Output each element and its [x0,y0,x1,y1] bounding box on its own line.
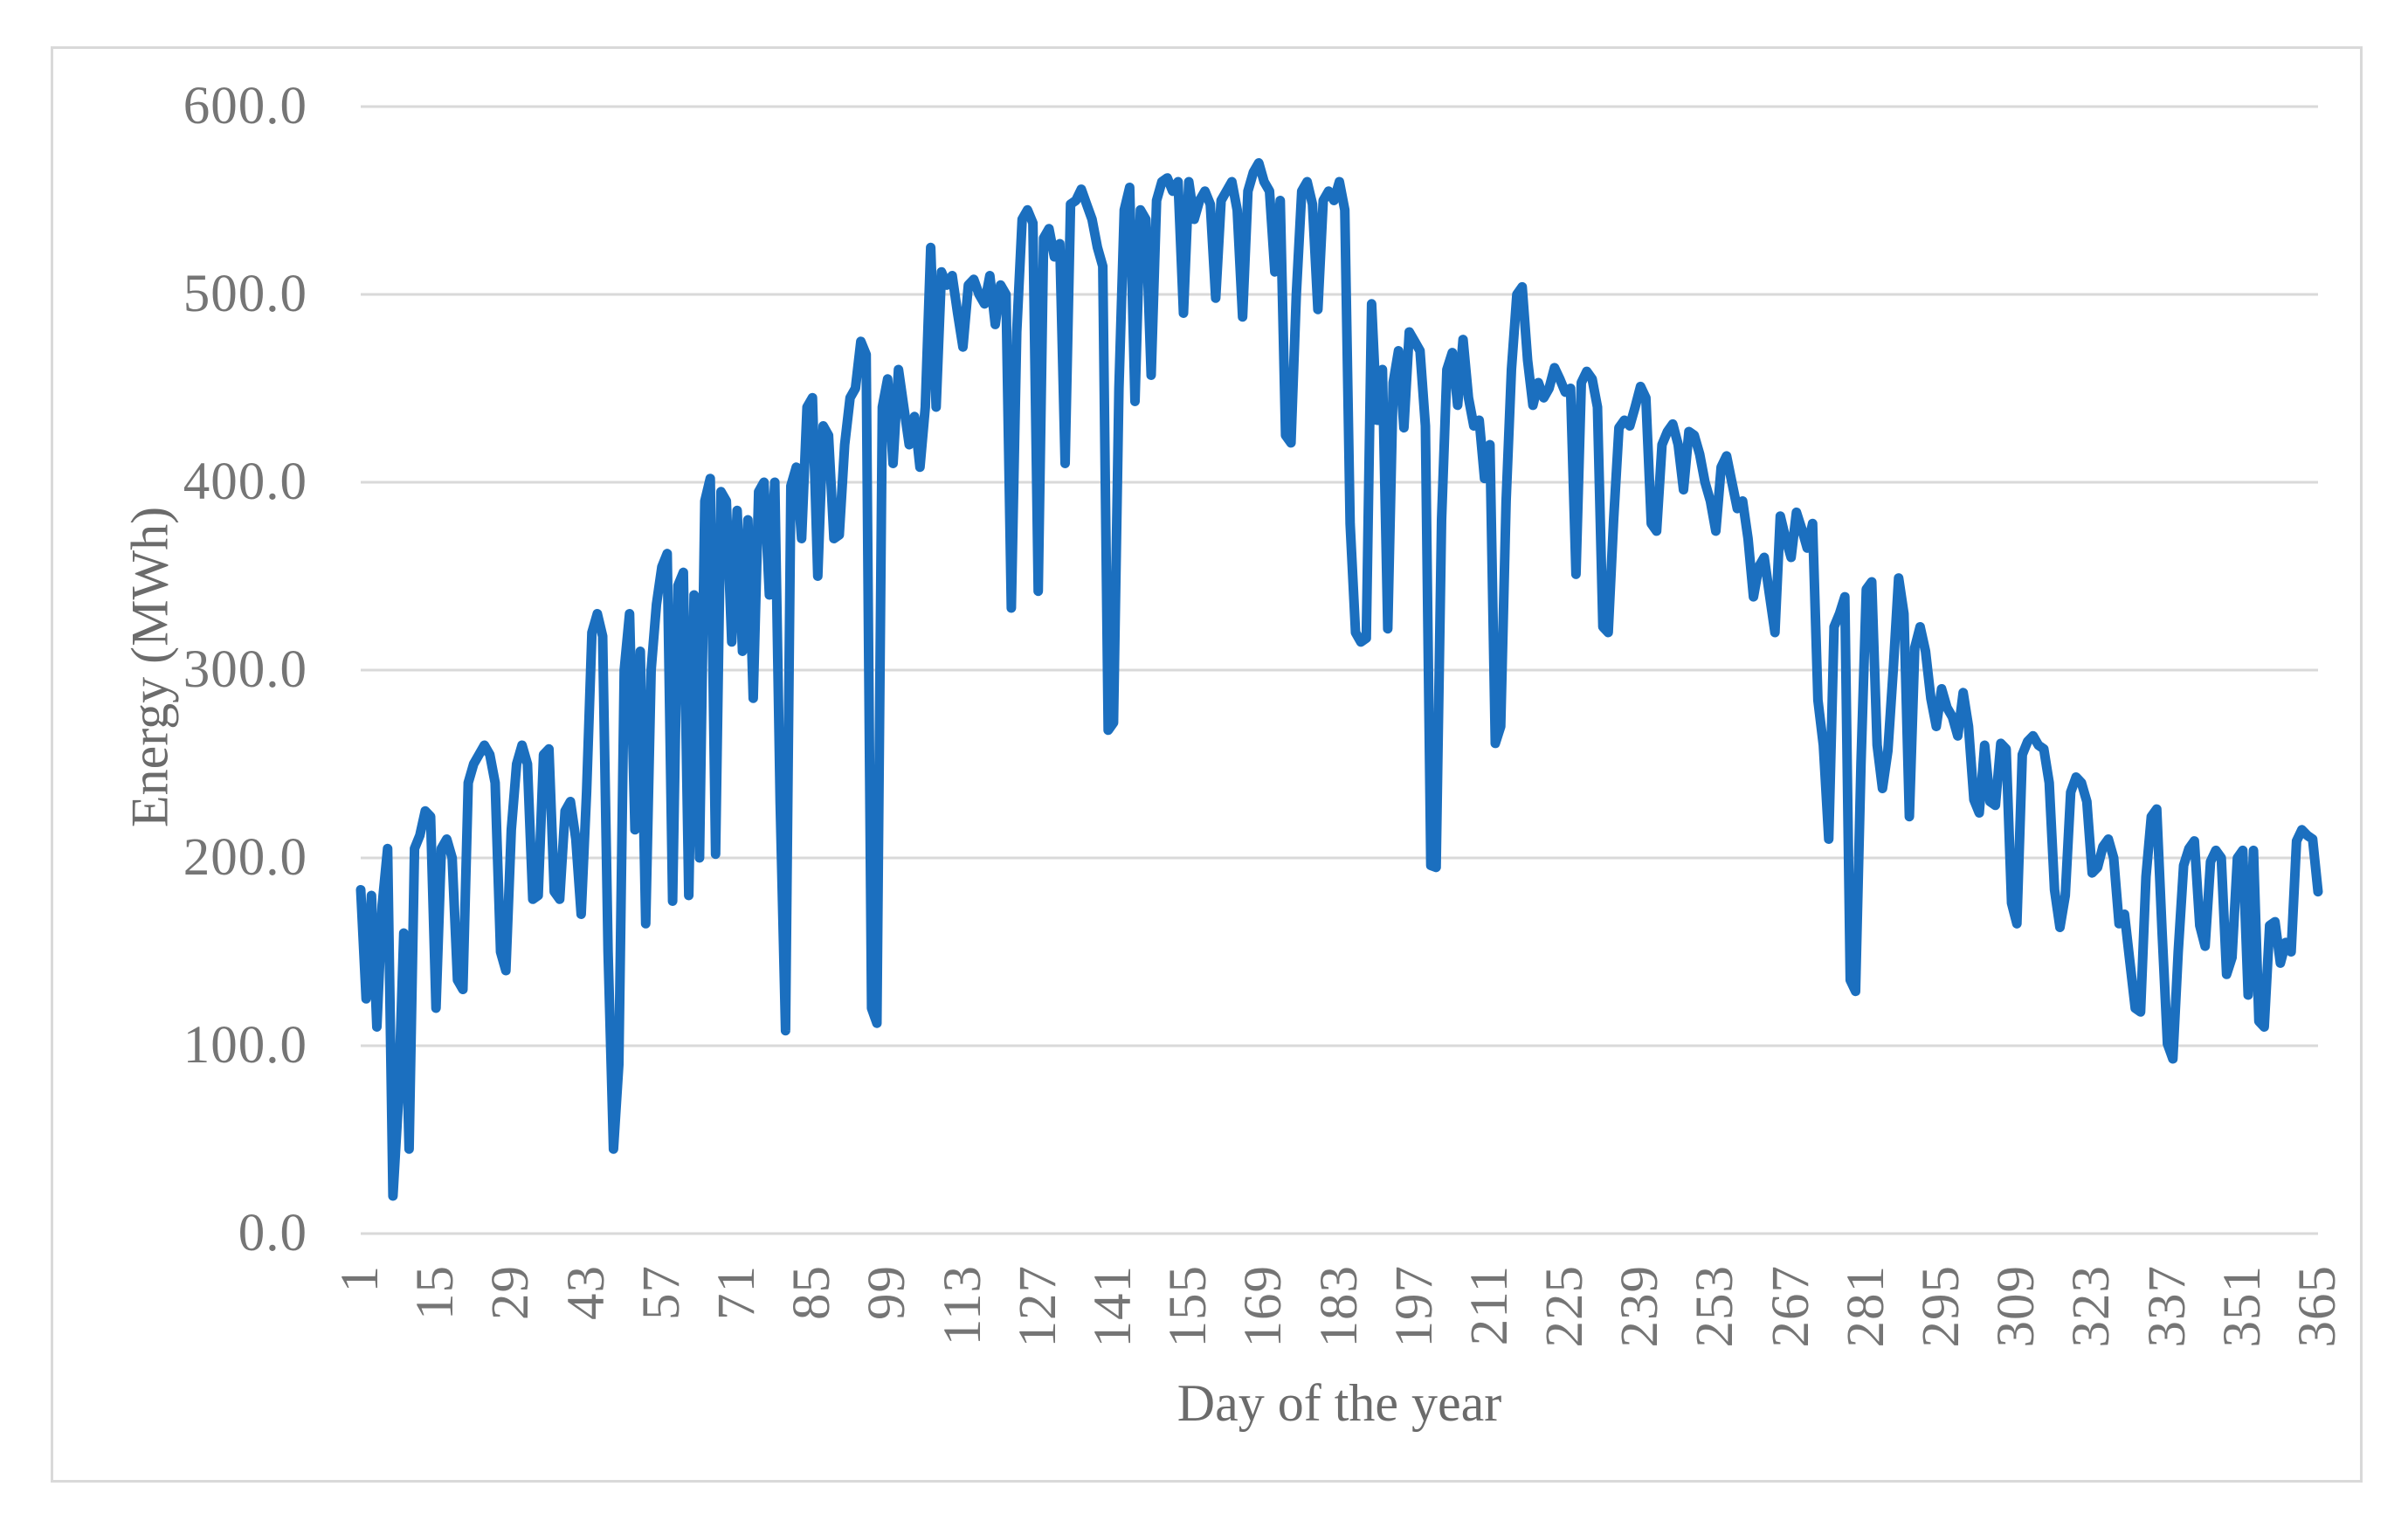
y-axis-title: Energy (MWh) [121,506,179,828]
x-tick-label-155: 155 [1159,1265,1218,1348]
x-tick-label-253: 253 [1686,1265,1745,1348]
y-tick-label-200.0: 200.0 [183,828,307,887]
x-tick-label-1: 1 [331,1265,390,1293]
x-tick-label-365: 365 [2288,1265,2347,1348]
x-tick-label-113: 113 [933,1265,992,1346]
x-tick-label-57: 57 [631,1265,691,1320]
energy-series-line [355,158,2323,1201]
y-tick-label-400.0: 400.0 [183,453,307,511]
x-tick-label-267: 267 [1761,1265,1820,1348]
x-tick-label-169: 169 [1234,1265,1294,1348]
x-tick-label-337: 337 [2137,1265,2197,1348]
x-tick-label-99: 99 [858,1265,917,1320]
y-tick-label-300.0: 300.0 [183,640,307,699]
x-tick-label-85: 85 [783,1265,842,1320]
x-tick-label-197: 197 [1384,1265,1444,1348]
x-tick-label-43: 43 [556,1265,616,1320]
x-tick-label-295: 295 [1912,1265,1971,1348]
x-tick-label-211: 211 [1459,1265,1519,1346]
x-tick-label-225: 225 [1535,1265,1595,1348]
x-tick-label-141: 141 [1083,1265,1142,1348]
x-tick-label-239: 239 [1611,1265,1670,1348]
x-tick-label-127: 127 [1008,1265,1067,1348]
x-tick-label-183: 183 [1309,1265,1369,1348]
x-tick-label-71: 71 [707,1265,766,1320]
y-tick-label-100.0: 100.0 [183,1016,307,1075]
x-tick-label-281: 281 [1836,1265,1895,1348]
x-tick-label-309: 309 [1987,1265,2046,1348]
x-tick-label-323: 323 [2062,1265,2122,1348]
y-tick-label-600.0: 600.0 [183,77,307,135]
y-tick-label-500.0: 500.0 [183,265,307,323]
figure-border [51,46,2363,1483]
x-tick-label-15: 15 [406,1265,466,1320]
x-tick-label-351: 351 [2212,1265,2272,1348]
y-tick-label-0.0: 0.0 [238,1204,307,1262]
x-tick-label-29: 29 [481,1265,541,1320]
x-axis-title: Day of the year [1176,1374,1502,1432]
